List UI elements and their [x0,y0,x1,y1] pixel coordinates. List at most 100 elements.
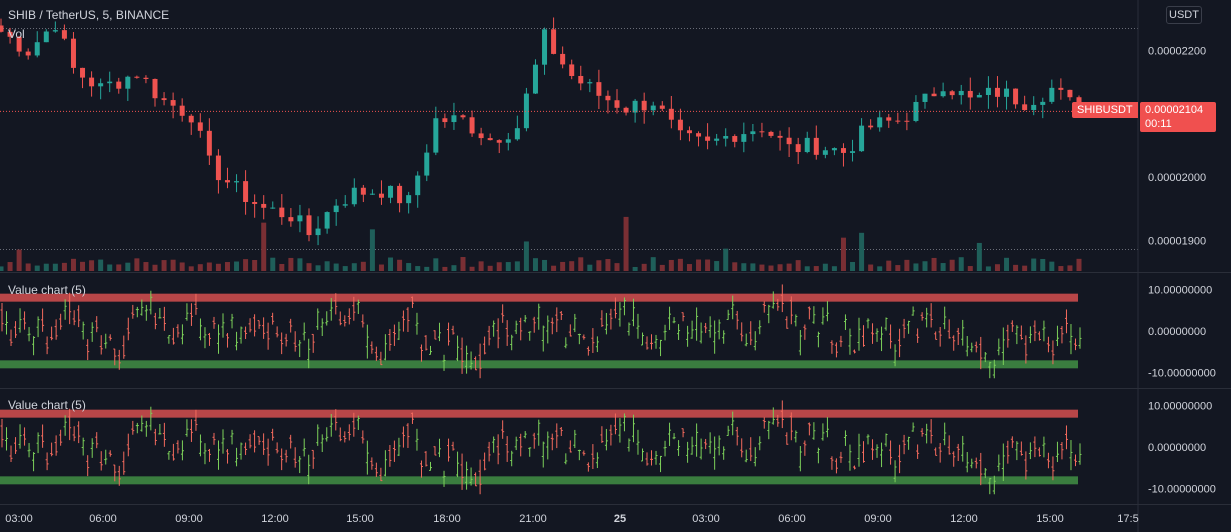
candle-body [161,98,167,101]
volume-bar [931,257,937,271]
volume-bar [614,263,620,271]
candle-body [170,100,176,106]
currency-button[interactable]: USDT [1166,6,1202,24]
value-chart-pane-1[interactable] [0,284,1082,379]
candle-body [478,133,484,139]
volume-bar [261,222,267,271]
candle-body [931,93,937,97]
value-chart-title-1[interactable]: Value chart (5) [8,283,86,297]
volume-label[interactable]: Vol [8,27,25,41]
volume-bar [831,266,837,271]
candle-body [641,100,647,111]
candle-body [569,64,575,76]
volume-bar [822,263,828,271]
volume-bar [723,248,729,271]
volume-bar [877,266,883,271]
candle-body [179,105,185,116]
volume-bar [388,257,394,271]
volume-bar [197,264,203,271]
volume-bar [80,261,86,271]
time-tick-label: 09:00 [864,513,892,525]
volume-bar [25,263,31,271]
candle-body [976,95,982,98]
candle-body [16,36,22,52]
volume-bar [587,264,593,271]
candle-body [288,217,294,222]
candle-body [360,187,366,195]
symbol-title[interactable]: SHIB / TetherUS, 5, BINANCE [8,8,170,22]
last-price-value: 0.00002104 [1145,104,1204,116]
candle-body [1058,87,1064,90]
candle-body [7,31,13,37]
candle-body [134,76,140,78]
volume-bar [433,258,439,271]
price-tick-label: 0.00002200 [1148,46,1206,58]
time-tick-label: 03:00 [692,513,720,525]
candle-body [306,215,312,236]
candle-body [659,105,665,109]
candle-body [822,150,828,155]
candle-body [686,130,692,134]
volume-bar [940,263,946,271]
candle-body [859,125,865,152]
candle-body [415,175,421,196]
candle-body [677,119,683,131]
candle-body [342,204,348,206]
volume-pane[interactable] [0,216,1082,271]
candle-body [732,136,738,142]
volume-bar [641,263,647,271]
candle-body [804,137,810,153]
candle-body [469,117,475,134]
candle-body [750,131,756,135]
volume-bar [1049,261,1055,271]
candle-body [587,82,593,84]
candle-body [397,185,403,204]
price-tick-label: 0.00002000 [1148,172,1206,184]
candle-body [523,93,529,129]
volume-bar [1076,258,1082,271]
candle-body [623,107,629,113]
volume-bar [134,258,140,271]
candle-body [143,77,149,79]
candle-body [813,137,819,155]
candle-body [378,193,384,198]
volume-bar [886,260,892,271]
candle-body [886,117,892,121]
volume-bar [16,249,22,271]
candle-body [243,181,249,202]
price-pane[interactable] [0,17,1138,250]
volume-bar [378,264,384,271]
last-price-tag: 0.00002104 00:11 [1140,102,1216,132]
volume-bar [369,229,375,271]
volume-bar [333,263,339,271]
countdown-timer: 00:11 [1145,118,1172,130]
candle-body [98,83,104,87]
candle-body [70,38,76,68]
candle-body [487,138,493,141]
candle-body [116,81,122,89]
value-tick-label: -10.00000000 [1148,368,1216,380]
volume-bar [605,259,611,271]
volume-bar [206,262,212,271]
volume-bar [478,261,484,271]
volume-bar [569,261,575,271]
volume-bar [451,265,457,271]
candle-body [705,136,711,141]
volume-bar [297,258,303,271]
candle-body [424,152,430,176]
volume-bar [677,258,683,271]
value-chart-title-2[interactable]: Value chart (5) [8,398,86,412]
candle-body [714,138,720,141]
volume-bar [913,263,919,271]
volume-bar [668,259,674,271]
candle-body [831,148,837,151]
time-tick-label: 12:00 [950,513,978,525]
value-chart-pane-2[interactable] [0,400,1082,495]
candle-body [895,120,901,122]
volume-bar [859,232,865,271]
candle-body [89,77,95,87]
candle-body [234,181,240,183]
volume-bar [243,259,249,271]
